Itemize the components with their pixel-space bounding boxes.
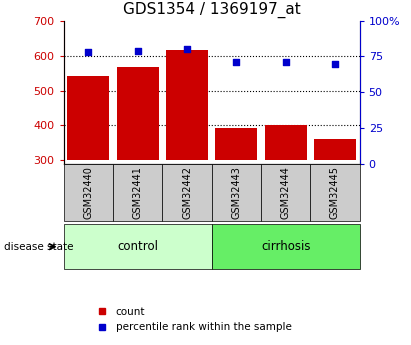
Bar [212, 224, 360, 269]
Bar [212, 164, 261, 221]
Bar [166, 50, 208, 160]
Title: GDS1354 / 1369197_at: GDS1354 / 1369197_at [123, 2, 300, 18]
Text: cirrhosis: cirrhosis [261, 240, 310, 253]
Bar [113, 164, 162, 221]
Point [282, 59, 289, 65]
Bar [261, 164, 310, 221]
Text: disease state: disease state [4, 242, 74, 252]
Bar [117, 68, 159, 160]
Bar [310, 164, 360, 221]
Text: GSM32445: GSM32445 [330, 166, 340, 219]
Bar [162, 164, 212, 221]
Point [134, 48, 141, 53]
Point [85, 49, 92, 55]
Text: GSM32440: GSM32440 [83, 166, 93, 219]
Legend: count, percentile rank within the sample: count, percentile rank within the sample [88, 303, 296, 336]
Text: GSM32444: GSM32444 [281, 166, 291, 219]
Text: GSM32441: GSM32441 [133, 166, 143, 219]
Bar [265, 126, 307, 160]
Point [233, 59, 240, 65]
Bar [67, 76, 109, 160]
Bar [215, 128, 257, 160]
Text: control: control [117, 240, 158, 253]
Text: GSM32442: GSM32442 [182, 166, 192, 219]
Point [332, 61, 338, 67]
Point [184, 47, 190, 52]
Text: GSM32443: GSM32443 [231, 166, 241, 219]
Bar [64, 164, 113, 221]
Bar [314, 139, 356, 160]
Bar [64, 224, 212, 269]
